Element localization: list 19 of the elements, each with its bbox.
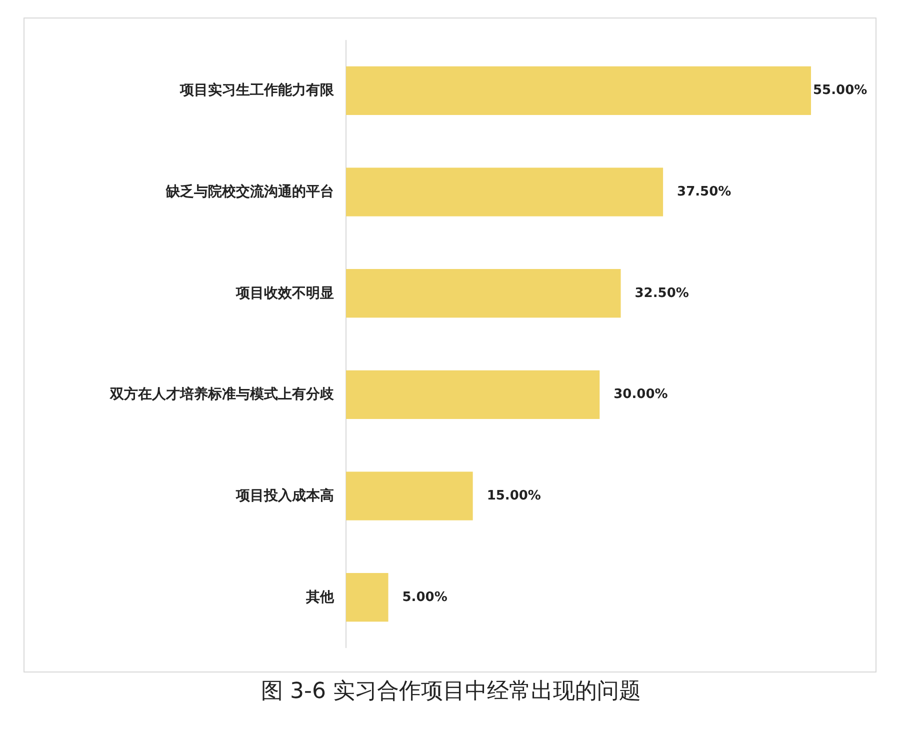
bar (346, 66, 811, 115)
data-label: 5.00% (402, 590, 448, 605)
data-label: 55.00% (813, 83, 868, 98)
bar (346, 472, 473, 520)
y-tick-label: 双方在人才培养标准与模式上有分歧 (109, 386, 335, 403)
bar (346, 370, 600, 419)
bar (346, 573, 388, 622)
y-tick-label: 其他 (305, 589, 335, 606)
bar (346, 168, 664, 216)
y-tick-label: 项目实习生工作能力有限 (179, 82, 335, 99)
bar (346, 269, 621, 318)
y-tick-label: 项目收效不明显 (235, 285, 334, 302)
data-label: 32.50% (634, 286, 689, 301)
y-tick-label: 缺乏与院校交流沟通的平台 (165, 183, 334, 200)
y-tick-label: 项目投入成本高 (235, 487, 334, 504)
data-label: 15.00% (486, 488, 541, 504)
data-label: 30.00% (614, 387, 668, 402)
caption: 图 3-6 实习合作项目中经常出现的问题 (261, 679, 641, 704)
data-label: 37.50% (677, 184, 732, 200)
